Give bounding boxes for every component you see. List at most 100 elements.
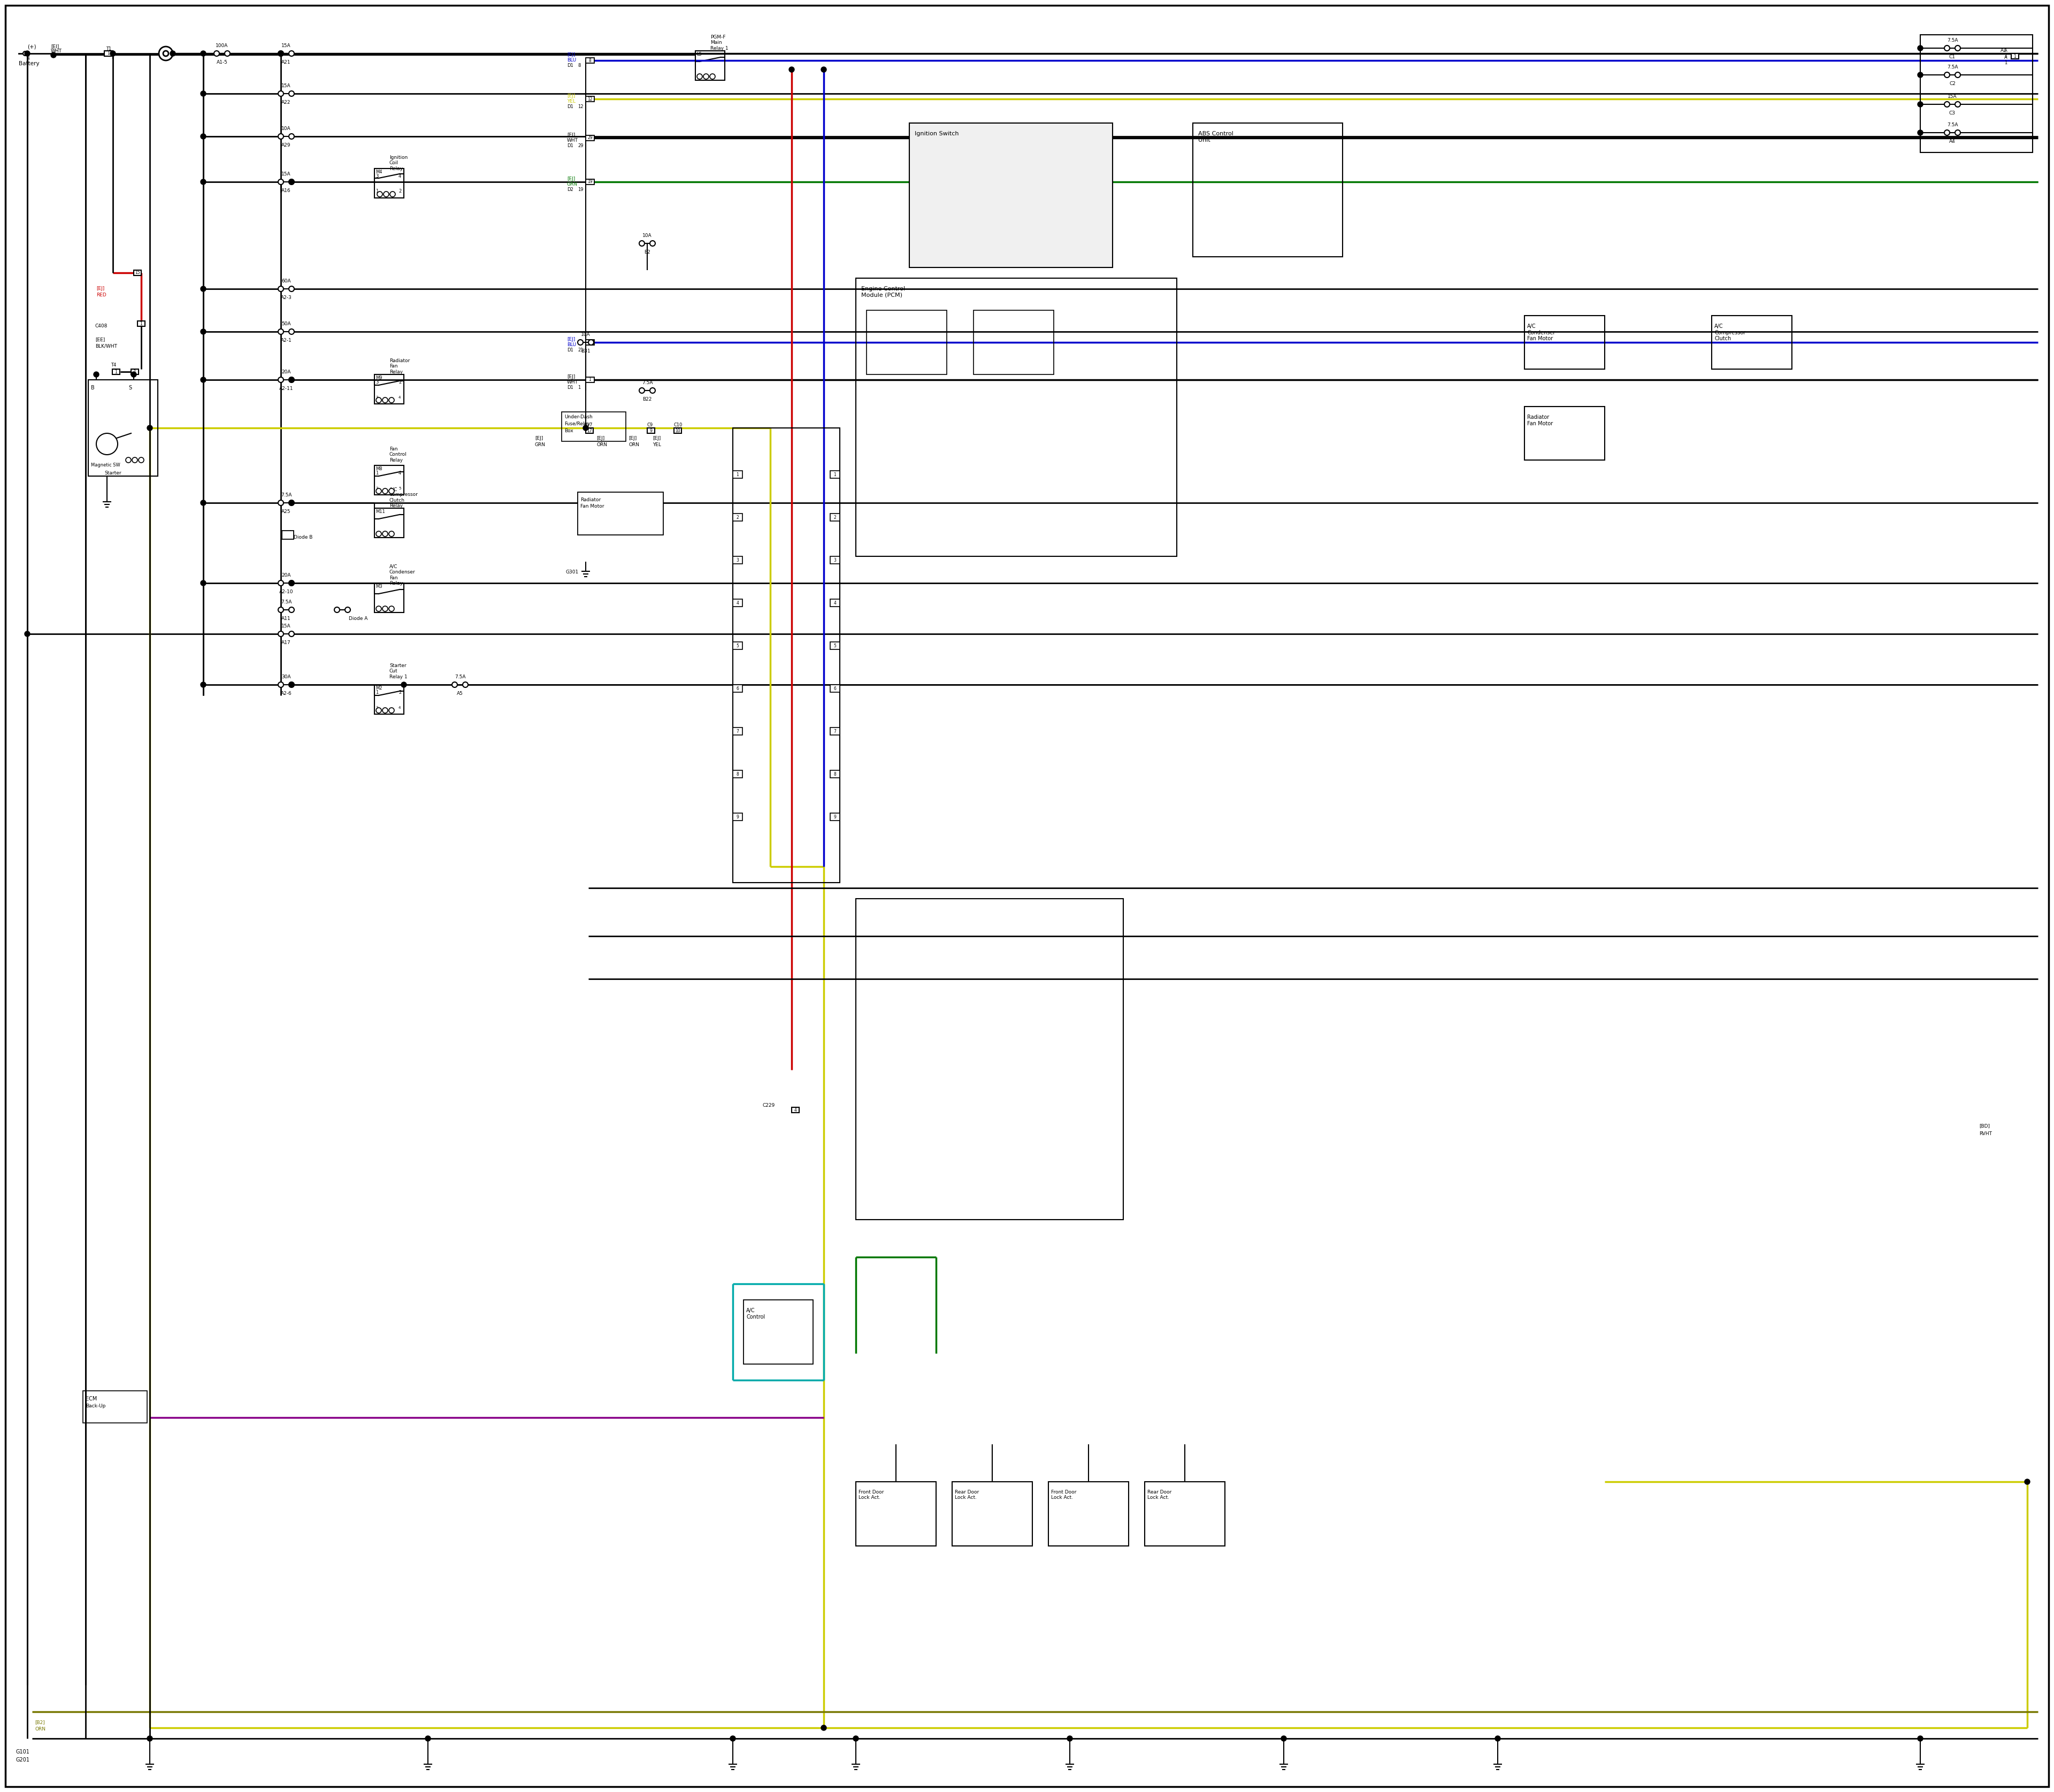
Text: Diode B: Diode B bbox=[294, 536, 312, 539]
Text: 3: 3 bbox=[376, 706, 378, 710]
Text: 19: 19 bbox=[587, 179, 592, 185]
Circle shape bbox=[290, 631, 294, 636]
Circle shape bbox=[729, 1736, 735, 1742]
Text: [EI]: [EI] bbox=[51, 43, 60, 48]
Bar bbox=[88, 380, 158, 477]
Circle shape bbox=[696, 73, 702, 79]
Bar bbox=[585, 57, 594, 63]
Circle shape bbox=[452, 683, 458, 688]
Bar bbox=[577, 493, 663, 536]
Circle shape bbox=[1918, 72, 1923, 77]
Circle shape bbox=[277, 376, 283, 382]
Text: 20A: 20A bbox=[281, 573, 292, 577]
Text: 1: 1 bbox=[834, 471, 836, 477]
Circle shape bbox=[214, 50, 220, 56]
Bar bbox=[830, 771, 840, 778]
Text: GRN: GRN bbox=[534, 443, 546, 448]
Circle shape bbox=[390, 192, 394, 197]
Text: 7.5A: 7.5A bbox=[1947, 122, 1957, 127]
Circle shape bbox=[201, 376, 205, 382]
Circle shape bbox=[201, 500, 205, 505]
Text: 1: 1 bbox=[735, 471, 739, 477]
Text: Radiator
Fan Motor: Radiator Fan Motor bbox=[1526, 414, 1553, 426]
Text: 5: 5 bbox=[398, 487, 401, 489]
Text: 8: 8 bbox=[577, 63, 581, 68]
Bar bbox=[744, 1299, 813, 1364]
Circle shape bbox=[290, 500, 294, 505]
Circle shape bbox=[577, 340, 583, 346]
Bar bbox=[733, 728, 741, 735]
Circle shape bbox=[277, 607, 283, 613]
Circle shape bbox=[290, 287, 294, 292]
Text: [EJ]: [EJ] bbox=[567, 375, 575, 380]
Text: 2: 2 bbox=[735, 514, 739, 520]
Text: [EJ]: [EJ] bbox=[567, 133, 575, 138]
Text: 7: 7 bbox=[735, 729, 739, 733]
Text: C9: C9 bbox=[647, 423, 653, 428]
Circle shape bbox=[1955, 72, 1960, 77]
Text: 50A: 50A bbox=[281, 321, 292, 326]
Circle shape bbox=[376, 530, 382, 536]
Text: 15: 15 bbox=[136, 271, 140, 276]
Text: A/C
Condenser
Fan
Relay: A/C Condenser Fan Relay bbox=[390, 564, 415, 586]
Bar bbox=[1144, 1482, 1224, 1546]
Text: A29: A29 bbox=[281, 143, 292, 147]
Circle shape bbox=[2025, 1478, 2029, 1484]
Text: 3: 3 bbox=[376, 380, 378, 385]
Text: Diode A: Diode A bbox=[349, 616, 368, 622]
Text: YEL: YEL bbox=[653, 443, 661, 448]
Bar bbox=[696, 50, 725, 81]
Text: 19: 19 bbox=[577, 186, 583, 192]
Bar bbox=[733, 428, 840, 883]
Text: 5: 5 bbox=[834, 643, 836, 649]
Text: ECM: ECM bbox=[86, 1396, 97, 1401]
Text: 15A: 15A bbox=[281, 84, 292, 88]
Text: D1: D1 bbox=[567, 104, 573, 109]
Circle shape bbox=[376, 489, 382, 495]
Text: 6: 6 bbox=[834, 686, 836, 692]
Bar bbox=[585, 376, 594, 382]
Circle shape bbox=[1918, 1736, 1923, 1742]
Text: [EJ]: [EJ] bbox=[567, 177, 575, 181]
Circle shape bbox=[384, 192, 388, 197]
Bar bbox=[374, 168, 405, 197]
Text: [EJ]: [EJ] bbox=[97, 287, 105, 290]
Text: A25: A25 bbox=[281, 509, 292, 514]
Text: 10: 10 bbox=[676, 428, 680, 434]
Text: 17: 17 bbox=[587, 428, 592, 434]
Bar bbox=[1048, 1482, 1128, 1546]
Bar bbox=[647, 428, 655, 434]
Bar bbox=[281, 530, 294, 539]
Bar bbox=[585, 97, 594, 102]
Text: [EJ]: [EJ] bbox=[653, 435, 661, 441]
Circle shape bbox=[382, 398, 388, 403]
Text: [EJ]: [EJ] bbox=[567, 52, 575, 57]
Text: A22: A22 bbox=[281, 100, 292, 106]
Text: BLU: BLU bbox=[567, 57, 577, 63]
Bar bbox=[974, 310, 1054, 375]
Text: WHT: WHT bbox=[51, 48, 62, 54]
Text: BLU: BLU bbox=[567, 342, 577, 348]
Circle shape bbox=[649, 387, 655, 392]
Text: C1: C1 bbox=[1949, 54, 1955, 59]
Text: 9: 9 bbox=[735, 814, 739, 819]
Circle shape bbox=[201, 581, 205, 586]
Circle shape bbox=[376, 708, 382, 713]
Circle shape bbox=[148, 425, 152, 430]
Circle shape bbox=[583, 425, 587, 430]
Text: C10: C10 bbox=[674, 423, 682, 428]
Text: 5: 5 bbox=[735, 643, 739, 649]
Text: M4: M4 bbox=[376, 170, 382, 174]
Text: A2-6: A2-6 bbox=[281, 692, 292, 695]
Text: 2: 2 bbox=[398, 188, 401, 194]
Circle shape bbox=[1282, 1736, 1286, 1742]
Text: 4: 4 bbox=[398, 706, 401, 710]
Circle shape bbox=[388, 489, 394, 495]
Text: A/C
Compressor
Clutch
Relay: A/C Compressor Clutch Relay bbox=[390, 487, 419, 509]
Bar bbox=[733, 642, 741, 649]
Text: C17: C17 bbox=[583, 423, 594, 428]
Text: A/C
Compressor
Clutch: A/C Compressor Clutch bbox=[1715, 324, 1746, 342]
Text: D1: D1 bbox=[567, 385, 573, 391]
Circle shape bbox=[131, 371, 136, 376]
Circle shape bbox=[290, 376, 294, 382]
